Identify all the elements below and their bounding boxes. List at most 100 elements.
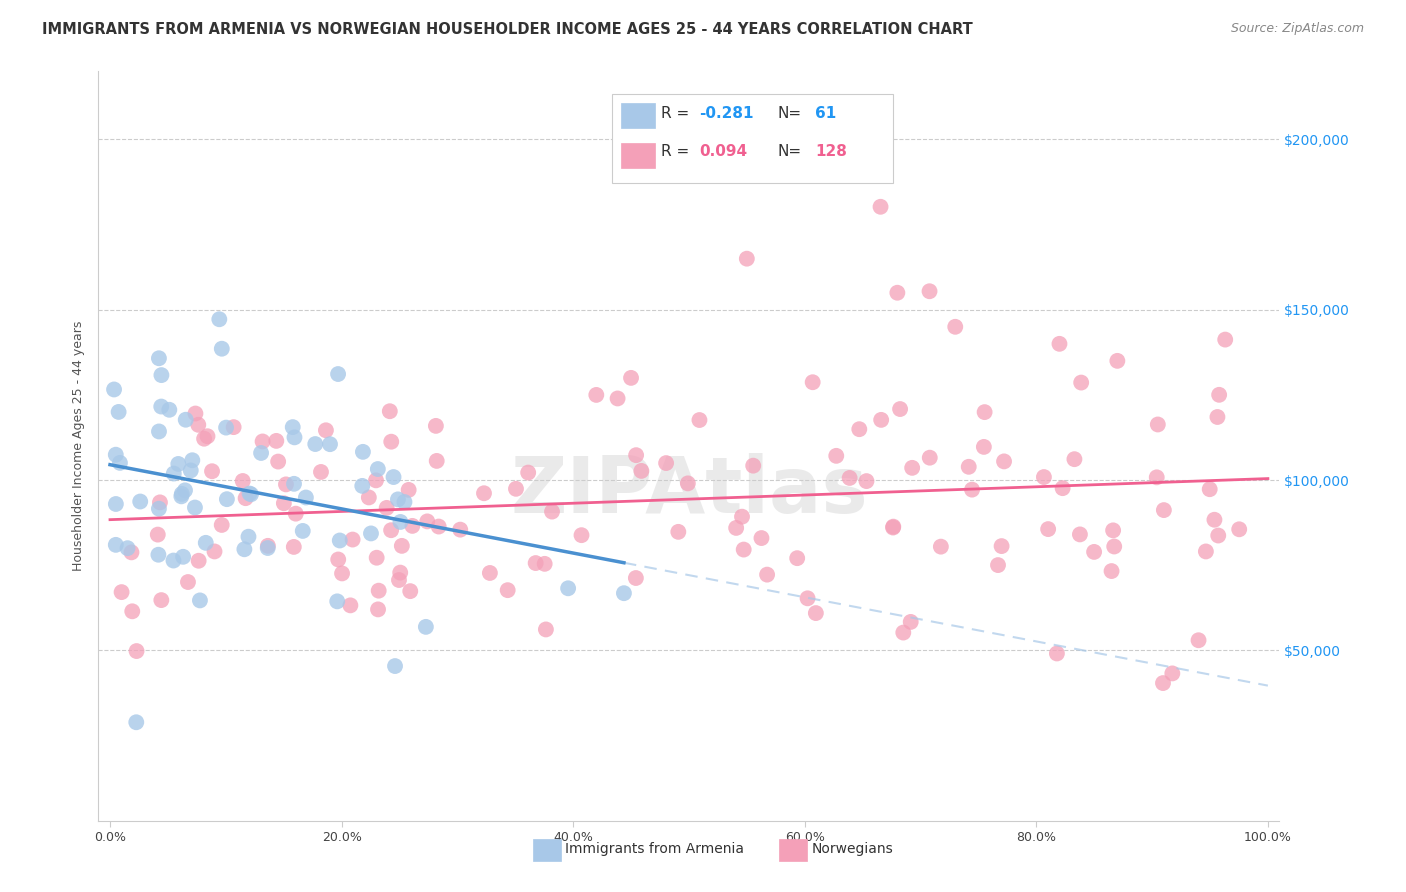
Point [886, 285, 908, 300]
Point [281, 420, 304, 434]
Point [170, 487, 193, 501]
Point [187, 554, 209, 568]
Point [167, 457, 190, 471]
Point [283, 430, 305, 444]
Point [378, 404, 401, 418]
Point [211, 342, 233, 356]
Point [177, 575, 200, 590]
Point [620, 371, 643, 385]
Point [273, 496, 295, 510]
Point [157, 402, 180, 417]
Point [801, 376, 824, 390]
Point [250, 446, 273, 460]
Point [394, 495, 416, 509]
Point [174, 413, 197, 427]
Point [825, 449, 848, 463]
Point [1083, 545, 1105, 559]
Point [613, 586, 636, 600]
Point [426, 454, 449, 468]
Point [174, 483, 197, 498]
Point [425, 418, 447, 433]
Point [571, 528, 593, 542]
Point [201, 464, 224, 478]
Text: -0.281: -0.281 [699, 106, 754, 120]
Point [211, 518, 233, 533]
Point [751, 531, 773, 545]
Point [624, 571, 647, 585]
Point [869, 200, 891, 214]
Point [1146, 470, 1168, 484]
Point [150, 368, 173, 383]
Point [304, 437, 326, 451]
Point [125, 715, 148, 730]
Point [1070, 376, 1092, 390]
Point [256, 541, 278, 555]
Point [283, 540, 305, 554]
Point [735, 252, 758, 266]
Point [352, 479, 374, 493]
Point [150, 400, 173, 414]
Y-axis label: Householder Income Ages 25 - 44 years: Householder Income Ages 25 - 44 years [72, 321, 84, 571]
Point [129, 494, 152, 508]
Point [319, 437, 342, 451]
Point [870, 413, 893, 427]
Point [380, 434, 402, 449]
Point [731, 509, 754, 524]
Point [993, 454, 1015, 468]
Point [398, 483, 420, 497]
Point [329, 533, 352, 548]
Point [233, 542, 256, 557]
Point [117, 541, 139, 556]
Text: R =: R = [661, 145, 695, 159]
Point [943, 319, 966, 334]
Point [848, 422, 870, 436]
Point [342, 533, 364, 547]
Point [187, 417, 209, 432]
Point [505, 482, 527, 496]
Point [291, 524, 314, 538]
Point [375, 500, 398, 515]
Point [891, 625, 914, 640]
Point [786, 551, 808, 566]
Point [382, 470, 405, 484]
Point [284, 507, 307, 521]
Point [838, 471, 860, 485]
Point [104, 497, 127, 511]
Point [1032, 470, 1054, 484]
Point [366, 550, 388, 565]
Text: N=: N= [778, 106, 801, 120]
Point [1052, 481, 1074, 495]
Point [238, 530, 260, 544]
Point [103, 383, 125, 397]
Point [655, 456, 678, 470]
Point [180, 463, 202, 477]
Point [204, 544, 226, 558]
Point [222, 420, 245, 434]
Point [1161, 666, 1184, 681]
Point [238, 486, 260, 500]
Point [688, 413, 710, 427]
Text: 128: 128 [815, 145, 848, 159]
Point [1101, 564, 1123, 578]
Point [104, 448, 127, 462]
Point [326, 594, 349, 608]
Point [104, 538, 127, 552]
Point [367, 462, 389, 476]
Point [900, 615, 922, 629]
Point [380, 523, 402, 537]
Point [889, 402, 911, 417]
Point [107, 405, 129, 419]
Point [742, 458, 765, 473]
Point [267, 454, 290, 468]
Point [1046, 647, 1069, 661]
Point [163, 467, 186, 481]
Point [367, 583, 389, 598]
Text: N=: N= [778, 145, 801, 159]
Text: 0.094: 0.094 [699, 145, 747, 159]
Point [756, 567, 779, 582]
Point [193, 432, 215, 446]
Point [148, 425, 170, 439]
Point [215, 420, 238, 434]
Point [389, 515, 412, 529]
Point [399, 584, 422, 599]
